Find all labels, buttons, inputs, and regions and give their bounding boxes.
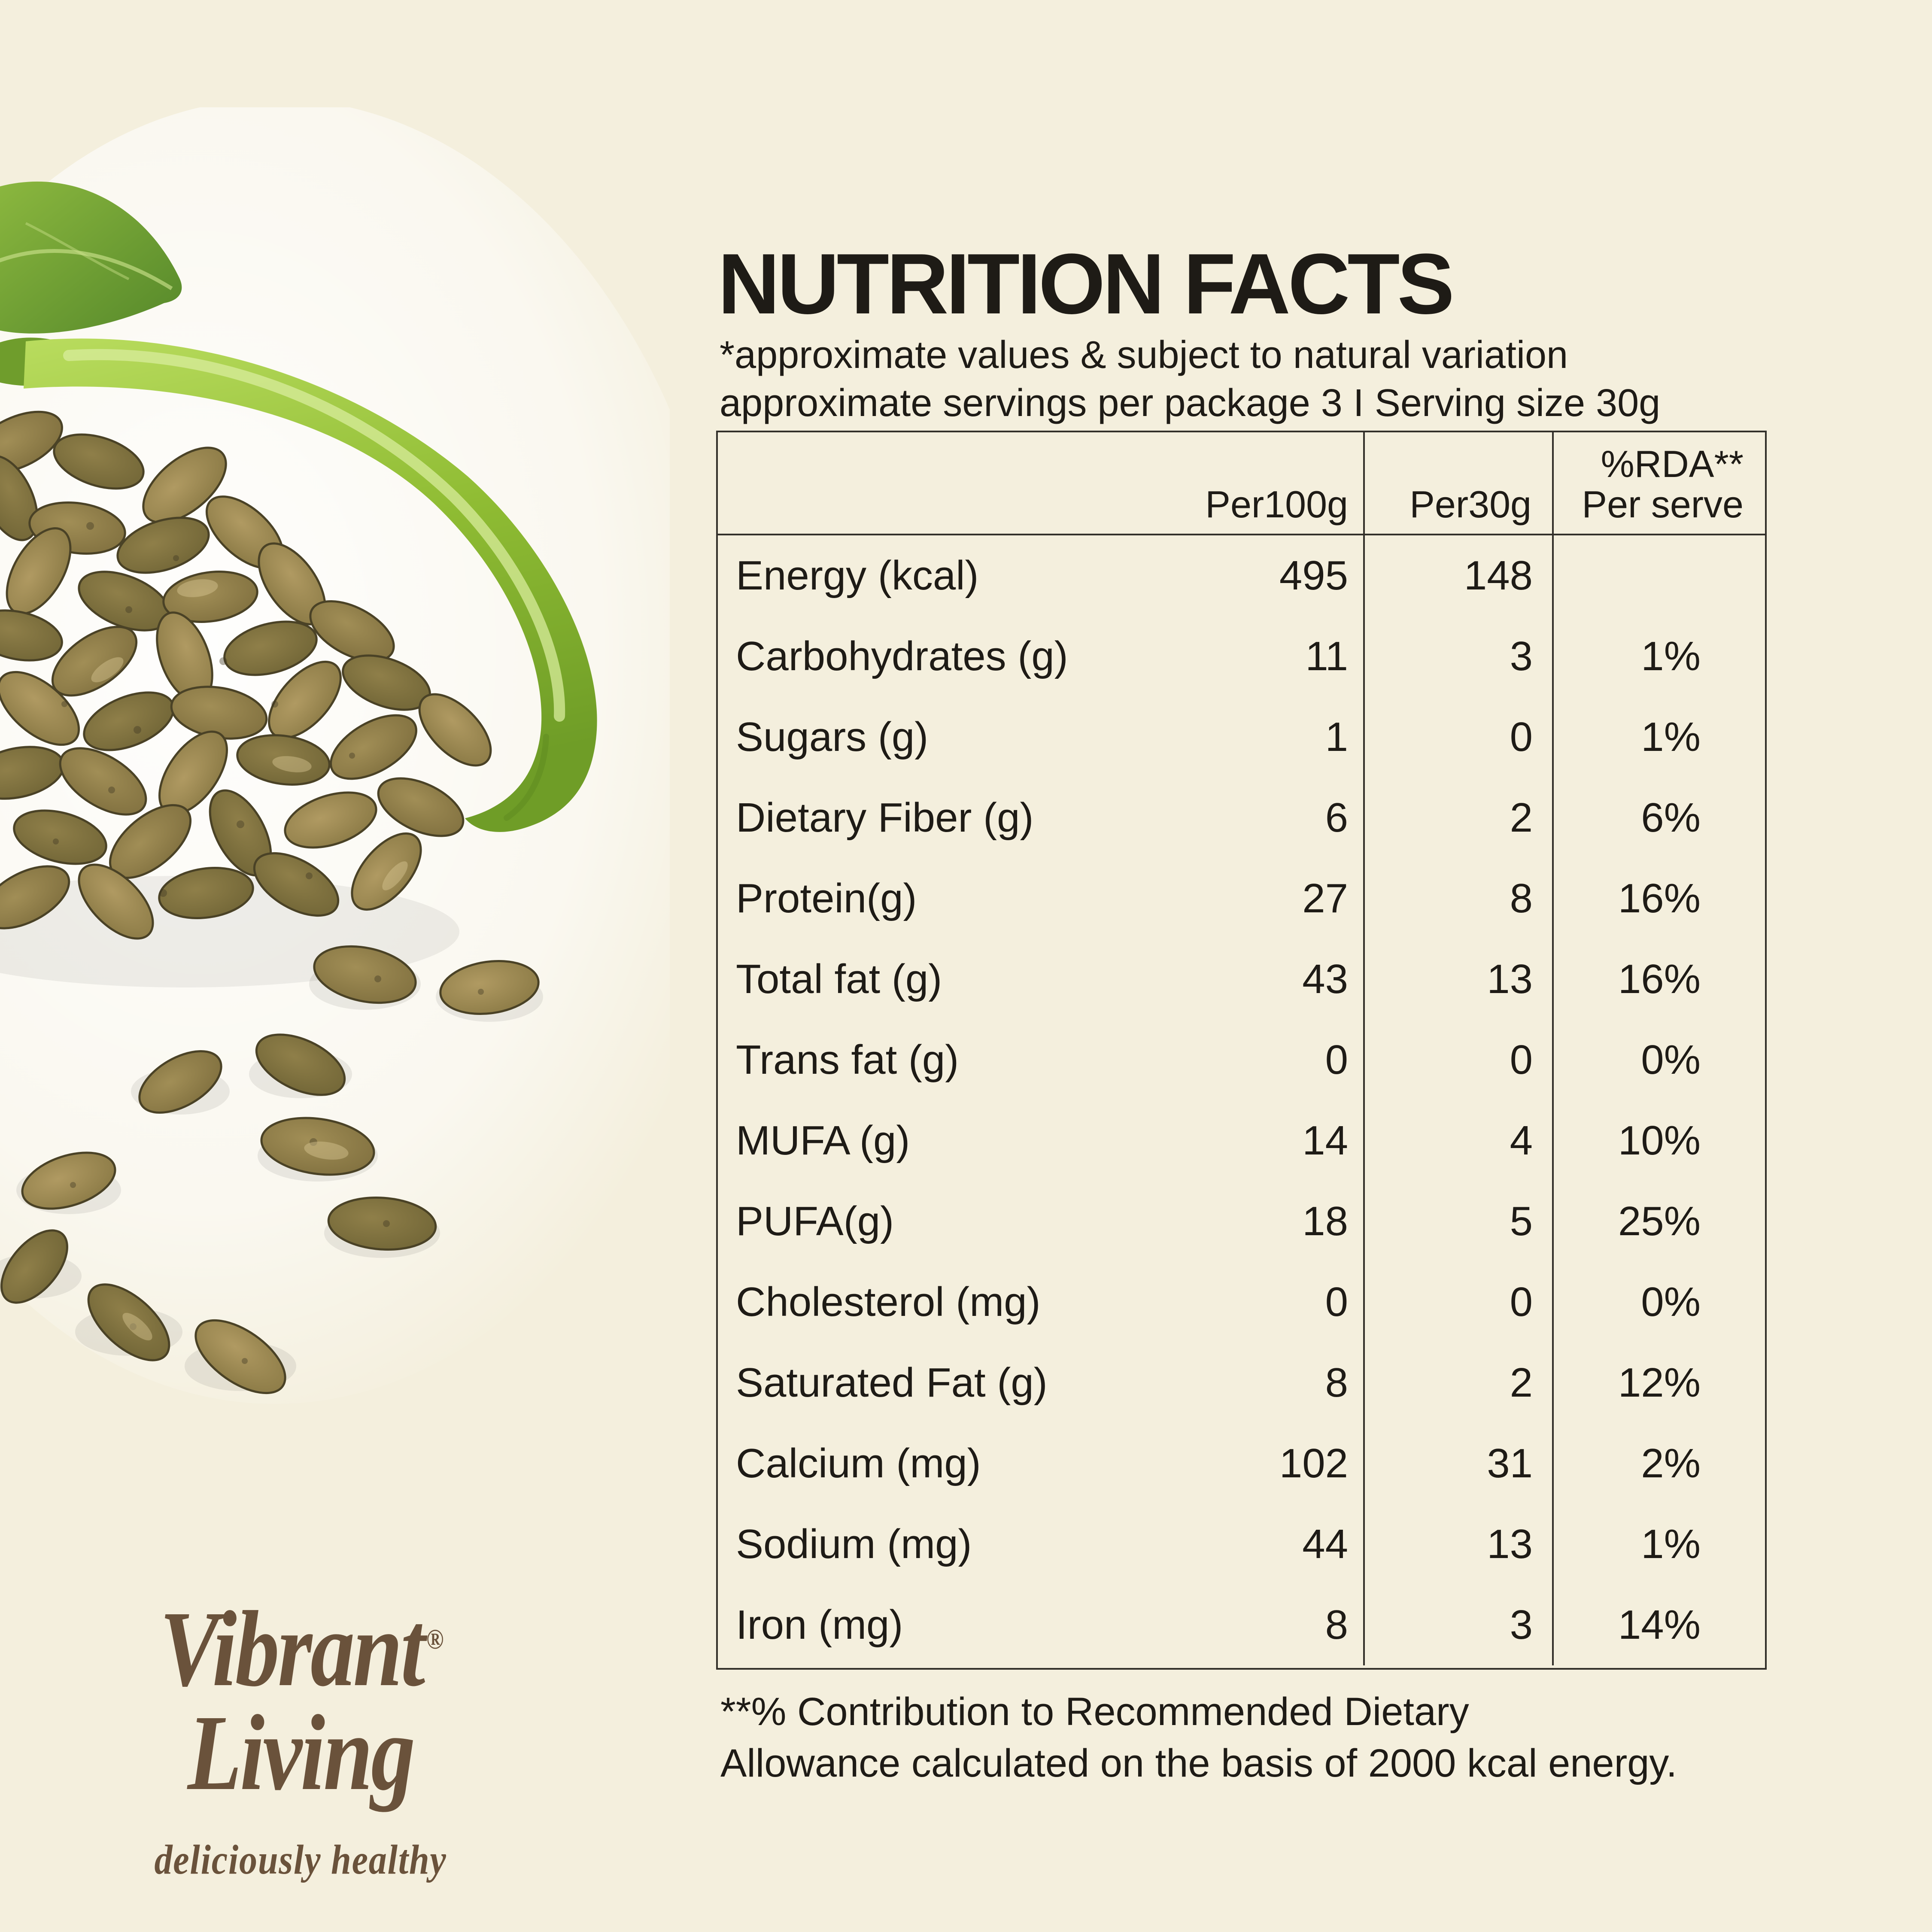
rda-value: 6%: [1552, 778, 1765, 858]
per30g-value: 4: [1363, 1100, 1552, 1181]
per100g-value: 0: [1325, 1279, 1348, 1325]
brand-tagline: deliciously healthy: [154, 1836, 447, 1883]
nutrient-label: Cholesterol (mg): [736, 1279, 1041, 1325]
subtitle-line-2: approximate servings per package 3 I Ser…: [720, 381, 1661, 425]
rda-value: 10%: [1552, 1100, 1765, 1181]
nutrient-label: Calcium (mg): [736, 1440, 981, 1486]
rda-value: 12%: [1552, 1343, 1765, 1423]
per100g-value: 18: [1302, 1198, 1348, 1244]
nutrient-label: PUFA(g): [736, 1198, 894, 1244]
nutrient-label: MUFA (g): [736, 1118, 910, 1163]
nutrient-label: Carbohydrates (g): [736, 633, 1068, 679]
brand-wordmark-line1: Vibrant: [160, 1589, 425, 1709]
header-blank-cell: [718, 432, 1147, 534]
nutrient-label: Trans fat (g): [736, 1037, 959, 1083]
rda-value: 2%: [1552, 1423, 1765, 1504]
per30g-value: 31: [1363, 1423, 1552, 1504]
per30g-value: 2: [1363, 778, 1552, 858]
nutrient-label: Saturated Fat (g): [736, 1360, 1048, 1406]
nutrient-label: Protein(g): [736, 875, 917, 921]
table-body: Energy (kcal) 495 148 Carbohydrates (g) …: [718, 535, 1765, 1665]
per100g-value: 6: [1325, 795, 1348, 841]
registered-mark-icon: ®: [426, 1624, 444, 1655]
nutrient-label: Dietary Fiber (g): [736, 795, 1034, 841]
nutrition-table: Per100g Per30g %RDA** Per serve Energy (…: [716, 431, 1767, 1670]
header-rda: %RDA** Per serve: [1552, 432, 1765, 534]
footnote-line-1: **% Contribution to Recommended Dietary: [720, 1690, 1469, 1734]
per30g-value: 3: [1363, 1585, 1552, 1665]
rda-value: [1552, 535, 1765, 616]
nutrient-label: Total fat (g): [736, 956, 942, 1002]
brand-wordmark-line2: Living: [187, 1692, 416, 1813]
per100g-value: 1: [1325, 714, 1348, 760]
header-rda-line2: Per serve: [1582, 483, 1744, 526]
per30g-value: 13: [1363, 939, 1552, 1020]
per100g-value: 102: [1279, 1440, 1348, 1486]
leaf-graphic: [0, 181, 182, 334]
per30g-value: 5: [1363, 1181, 1552, 1262]
pumpkin-seeds-graphic: [0, 410, 543, 1394]
per100g-value: 8: [1325, 1602, 1348, 1648]
rda-value: 16%: [1552, 939, 1765, 1020]
rda-value: 1%: [1552, 1504, 1765, 1585]
nutrient-label: Sugars (g): [736, 714, 929, 760]
brand-logo: Vibrant® Living deliciously healthy: [129, 1595, 472, 1884]
per30g-value: 0: [1363, 697, 1552, 778]
rda-value: 1%: [1552, 697, 1765, 778]
per30g-value: 3: [1363, 616, 1552, 697]
nutrition-title: NUTRITION FACTS: [718, 236, 1455, 332]
rda-value: 0%: [1552, 1262, 1765, 1343]
per100g-value: 495: [1279, 553, 1348, 598]
green-chili-graphic: [0, 337, 597, 832]
nutrient-label: Energy (kcal): [736, 553, 979, 598]
product-photo: [0, 107, 670, 1404]
per100g-value: 11: [1305, 633, 1348, 679]
rda-value: 14%: [1552, 1585, 1765, 1665]
per100g-value: 8: [1325, 1360, 1348, 1406]
brand-wordmark: Vibrant® Living: [160, 1595, 444, 1807]
per30g-value: 0: [1363, 1262, 1552, 1343]
per100g-value: 44: [1302, 1521, 1348, 1567]
per30g-value: 2: [1363, 1343, 1552, 1423]
per100g-value: 43: [1302, 956, 1348, 1002]
rda-value: 1%: [1552, 616, 1765, 697]
rda-value: 25%: [1552, 1181, 1765, 1262]
subtitle-line-1: *approximate values & subject to natural…: [720, 334, 1568, 377]
per30g-value: 8: [1363, 858, 1552, 939]
nutrition-subtitle: *approximate values & subject to natural…: [720, 331, 1660, 427]
footnote-line-2: Allowance calculated on the basis of 200…: [720, 1741, 1677, 1785]
per30g-value: 13: [1363, 1504, 1552, 1585]
nutrition-footnote: **% Contribution to Recommended Dietary …: [720, 1686, 1677, 1789]
per100g-value: 27: [1302, 875, 1348, 921]
rda-value: 0%: [1552, 1020, 1765, 1100]
rda-value: 16%: [1552, 858, 1765, 939]
table-header-row: Per100g Per30g %RDA** Per serve: [718, 432, 1765, 535]
header-per100g: Per100g: [1205, 483, 1348, 526]
header-rda-line1: %RDA**: [1601, 443, 1744, 486]
nutrient-label: Iron (mg): [736, 1602, 903, 1648]
header-per30g: Per30g: [1363, 432, 1552, 534]
per100g-value: 14: [1302, 1118, 1348, 1163]
per30g-value: 0: [1363, 1020, 1552, 1100]
per30g-value: 148: [1363, 535, 1552, 616]
nutrient-label: Sodium (mg): [736, 1521, 972, 1567]
per100g-value: 0: [1325, 1037, 1348, 1083]
